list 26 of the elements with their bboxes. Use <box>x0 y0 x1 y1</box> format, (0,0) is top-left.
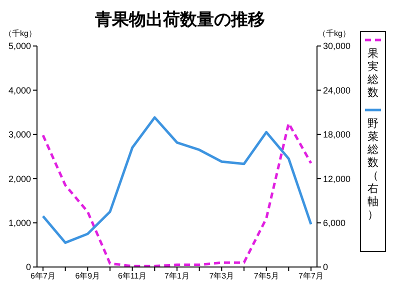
chart-title: 青果物出荷数量の推移 <box>95 10 265 29</box>
y2-tick-label: 6,000 <box>323 218 346 228</box>
x-tick-label: 7年5月 <box>254 272 279 281</box>
y2-tick-label: 30,000 <box>323 41 351 52</box>
x-tick-label: 7年3月 <box>209 272 234 281</box>
x-tick-label: 7年1月 <box>164 272 190 281</box>
x-tick-label: 6年11月 <box>118 272 147 281</box>
y-tick-label: 3,000 <box>8 130 31 140</box>
y2-tick-label: 12,000 <box>323 174 351 184</box>
y-tick-label: 4,000 <box>8 85 31 96</box>
legend-label: 果実総数 <box>368 48 378 100</box>
text: （千kg） <box>318 28 350 39</box>
text: （千kg） <box>4 28 36 39</box>
x-tick-label: 6年9月 <box>75 272 100 281</box>
y-tick-label: 5,000 <box>8 41 31 52</box>
y-tick-label: 1,000 <box>8 218 31 228</box>
y2-tick-label: 0 <box>323 262 328 272</box>
line-series <box>42 122 312 267</box>
line-series <box>42 116 312 244</box>
legend-label: 野菜総数（右軸） <box>368 118 378 222</box>
y-tick-label: 2,000 <box>8 174 31 184</box>
x-tick-label: 6年7月 <box>30 272 56 281</box>
y2-tick-label: 24,000 <box>323 85 351 96</box>
x-tick-label: 7年7月 <box>298 272 324 281</box>
y-tick-label: 0 <box>26 262 31 272</box>
y2-tick-label: 18,000 <box>323 130 351 140</box>
